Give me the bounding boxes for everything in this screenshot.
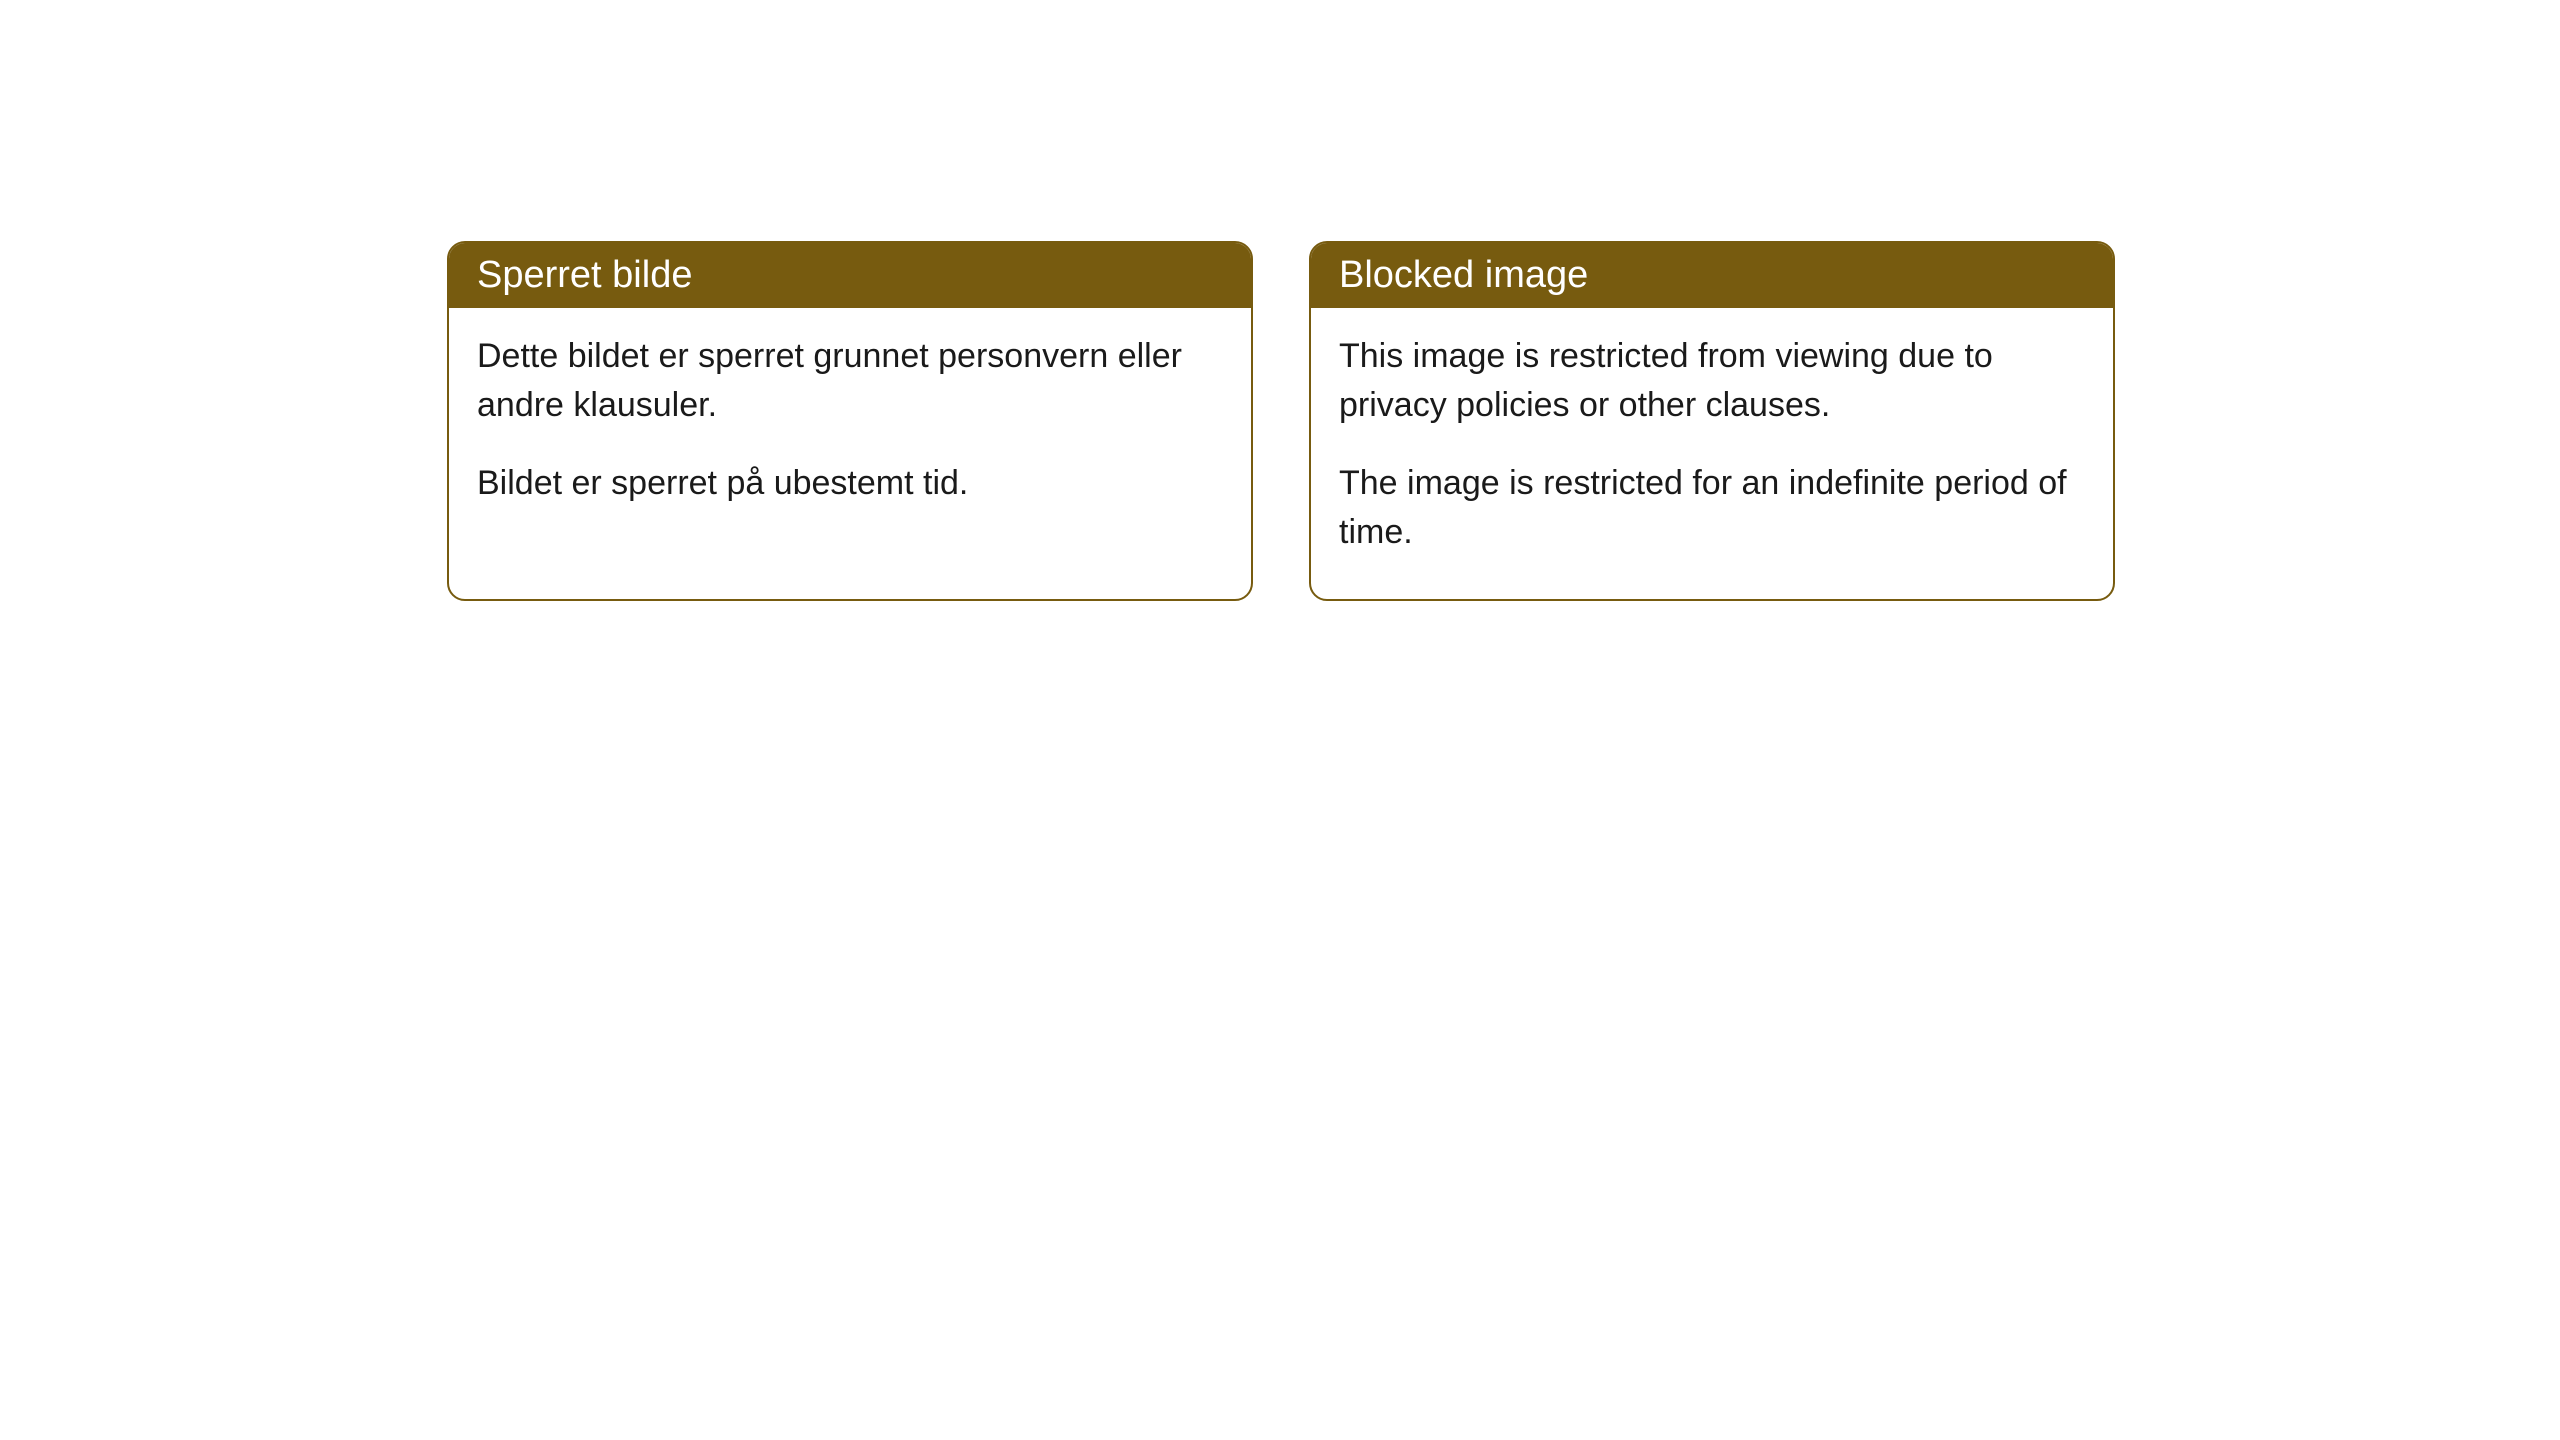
card-title: Blocked image: [1339, 254, 1588, 296]
card-body-english: This image is restricted from viewing du…: [1311, 308, 2113, 599]
card-text: Bildet er sperret på ubestemt tid.: [477, 459, 1223, 508]
card-header-english: Blocked image: [1311, 243, 2113, 308]
card-title: Sperret bilde: [477, 254, 692, 296]
card-text: Dette bildet er sperret grunnet personve…: [477, 332, 1223, 431]
blocked-image-card-english: Blocked image This image is restricted f…: [1309, 241, 2115, 601]
card-header-norwegian: Sperret bilde: [449, 243, 1251, 308]
info-cards-container: Sperret bilde Dette bildet er sperret gr…: [447, 241, 2115, 601]
card-text: This image is restricted from viewing du…: [1339, 332, 2085, 431]
card-body-norwegian: Dette bildet er sperret grunnet personve…: [449, 308, 1251, 550]
blocked-image-card-norwegian: Sperret bilde Dette bildet er sperret gr…: [447, 241, 1253, 601]
card-text: The image is restricted for an indefinit…: [1339, 459, 2085, 558]
